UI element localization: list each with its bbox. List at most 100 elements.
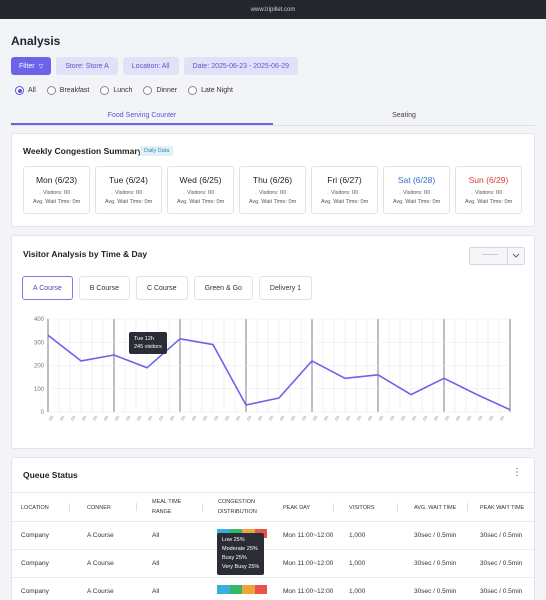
cell-conner: A Course	[87, 560, 114, 567]
radio-breakfast[interactable]: Breakfast	[46, 86, 89, 95]
day-card-sun[interactable]: Sun (6/29) Visitors: 00 Avg. Wait Time: 0m	[455, 166, 522, 214]
radio-label: All	[28, 87, 36, 94]
column-header[interactable]: PEAK DAY	[283, 505, 311, 511]
x-tick-label: 0h	[246, 414, 253, 421]
day-visitors: Visitors: 00	[114, 190, 143, 196]
radio-indicator[interactable]	[100, 86, 110, 95]
day-visitors: Visitors: 00	[330, 190, 359, 196]
x-tick-label: 0h	[202, 414, 209, 421]
course-tab-b[interactable]: B Course	[78, 276, 130, 300]
cell-location: Company	[21, 532, 49, 539]
course-tab-c[interactable]: C Course	[135, 276, 188, 300]
day-card-thu[interactable]: Thu (6/26) Visitors: 00 Avg. Wait Time: 0m	[239, 166, 306, 214]
browser-url-bar: www.tripillet.com	[0, 0, 546, 19]
x-tick-label: 0h	[433, 414, 440, 421]
cell-avg-wait: 30sec / 0.5min	[414, 588, 457, 595]
cell-peak-wait: 30sec / 0.5min	[480, 588, 523, 595]
day-card-sat[interactable]: Sat (6/28) Visitors: 00 Avg. Wait Time: 0m	[383, 166, 450, 214]
x-tick-label: 0h	[312, 414, 319, 421]
day-card-fri[interactable]: Fri (6/27) Visitors: 00 Avg. Wait Time: 0m	[311, 166, 378, 214]
x-tick-label: 0h	[224, 414, 231, 421]
radio-all[interactable]: All	[15, 86, 36, 95]
tooltip-time: Tue 12h	[134, 336, 154, 342]
y-tick-label: 400	[34, 317, 45, 323]
bar-segment-busy	[242, 585, 255, 594]
table-row[interactable]: Company A Course All Mon 11:00~12:00 1,0…	[12, 578, 536, 600]
visitor-analysis-title: Visitor Analysis by Time & Day	[23, 249, 148, 259]
tooltip-very-busy: Very Busy 25%	[222, 564, 260, 570]
column-header[interactable]: MEAL TIME RANGE	[152, 499, 182, 515]
column-header[interactable]: CONGESTION DISTRIBUTION	[218, 499, 257, 515]
x-tick-label: 0h	[422, 414, 429, 421]
cell-conner: A Course	[87, 532, 114, 539]
chevron-down-icon[interactable]	[510, 252, 522, 260]
x-tick-label: 0h	[268, 414, 275, 421]
day-wait-time: Avg. Wait Time: 0m	[104, 199, 153, 205]
x-tick-label: 0h	[70, 414, 77, 421]
day-card-tue[interactable]: Tue (6/24) Visitors: 00 Avg. Wait Time: 0m	[95, 166, 162, 214]
radio-late-night[interactable]: Late Night	[188, 86, 233, 95]
column-header[interactable]: AVG. WAIT TIME	[414, 505, 457, 511]
x-tick-label: 0h	[158, 414, 165, 421]
filter-icon: ▽	[38, 63, 44, 70]
cell-peak-wait: 30sec / 0.5min	[480, 532, 523, 539]
radio-indicator[interactable]	[188, 86, 198, 95]
cell-avg-wait: 30sec / 0.5min	[414, 532, 457, 539]
column-header[interactable]: PEAK WAIT TIME	[480, 505, 525, 511]
date-filter-chip[interactable]: Date: 2025-06-23 - 2025-06-29	[183, 57, 299, 75]
radio-dinner[interactable]: Dinner	[143, 86, 177, 95]
day-cards: Mon (6/23) Visitors: 00 Avg. Wait Time: 0m…	[23, 166, 522, 214]
cell-avg-wait: 30sec / 0.5min	[414, 560, 457, 567]
congestion-distribution-bar[interactable]	[217, 585, 267, 594]
more-options-icon[interactable]: ⋮	[512, 467, 522, 478]
x-tick-label: 0h	[455, 414, 462, 421]
radio-indicator[interactable]	[143, 86, 153, 95]
day-name: Wed (6/25)	[179, 175, 222, 185]
x-tick-label: 0h	[334, 414, 341, 421]
meal-time-radio-group: All Breakfast Lunch Dinner Late Night	[15, 86, 233, 95]
x-tick-label: 0h	[488, 414, 495, 421]
tab-seating[interactable]: Seating	[392, 112, 416, 119]
day-visitors: Visitors: 00	[258, 190, 287, 196]
x-tick-label: 0h	[103, 414, 110, 421]
y-tick-label: 200	[34, 364, 45, 370]
course-tab-a[interactable]: A Course	[22, 276, 73, 300]
radio-indicator[interactable]	[15, 86, 24, 95]
table-row[interactable]: Company A Course All Mon 11:00~12:00 1,0…	[12, 522, 536, 550]
cell-visitors: 1,000	[349, 588, 366, 595]
day-card-wed[interactable]: Wed (6/25) Visitors: 00 Avg. Wait Time: 0m	[167, 166, 234, 214]
cell-peak-day: Mon 11:00~12:00	[283, 560, 334, 567]
column-header[interactable]: CONNER	[87, 505, 111, 511]
main-tabs: Food Serving Counter Seating	[11, 108, 535, 126]
course-tab-delivery-1[interactable]: Delivery 1	[258, 276, 313, 300]
location-filter-chip[interactable]: Location: All	[122, 57, 179, 75]
day-card-mon[interactable]: Mon (6/23) Visitors: 00 Avg. Wait Time: 0m	[23, 166, 90, 214]
filter-button[interactable]: Filter ▽	[11, 57, 52, 75]
x-tick-label: 0h	[180, 414, 187, 421]
time-range-dropdown[interactable]: --------	[469, 247, 525, 265]
column-header[interactable]: VISITORS	[349, 505, 375, 511]
radio-indicator[interactable]	[46, 86, 56, 95]
congestion-tooltip: Low 25% Moderate 25% Busy 25% Very Busy …	[217, 533, 265, 575]
tooltip-low: Low 25%	[222, 537, 245, 543]
tab-food-serving-counter[interactable]: Food Serving Counter	[11, 108, 273, 125]
day-wait-time: Avg. Wait Time: 0m	[176, 199, 225, 205]
x-tick-label: 0h	[213, 414, 220, 421]
x-tick-label: 0h	[48, 414, 55, 421]
dropdown-value: --------	[482, 252, 498, 258]
column-header[interactable]: LOCATION	[21, 505, 49, 511]
store-filter-chip[interactable]: Store: Store A	[56, 57, 118, 75]
course-tab-green-go[interactable]: Green & Go	[193, 276, 253, 300]
x-tick-label: 0h	[235, 414, 242, 421]
radio-lunch[interactable]: Lunch	[100, 86, 132, 95]
bar-segment-moderate	[229, 585, 242, 594]
cell-location: Company	[21, 588, 49, 595]
day-wait-time: Avg. Wait Time: 0m	[464, 199, 513, 205]
chart-tooltip: Tue 12h 245 visitors	[129, 332, 167, 354]
x-tick-label: 0h	[301, 414, 308, 421]
x-tick-label: 0h	[389, 414, 396, 421]
day-visitors: Visitors: 00	[186, 190, 215, 196]
day-visitors: Visitors: 00	[42, 190, 71, 196]
table-row[interactable]: Company A Course All Mon 11:00~12:00 1,0…	[12, 550, 536, 578]
tooltip-visitors: 245 visitors	[134, 344, 162, 350]
